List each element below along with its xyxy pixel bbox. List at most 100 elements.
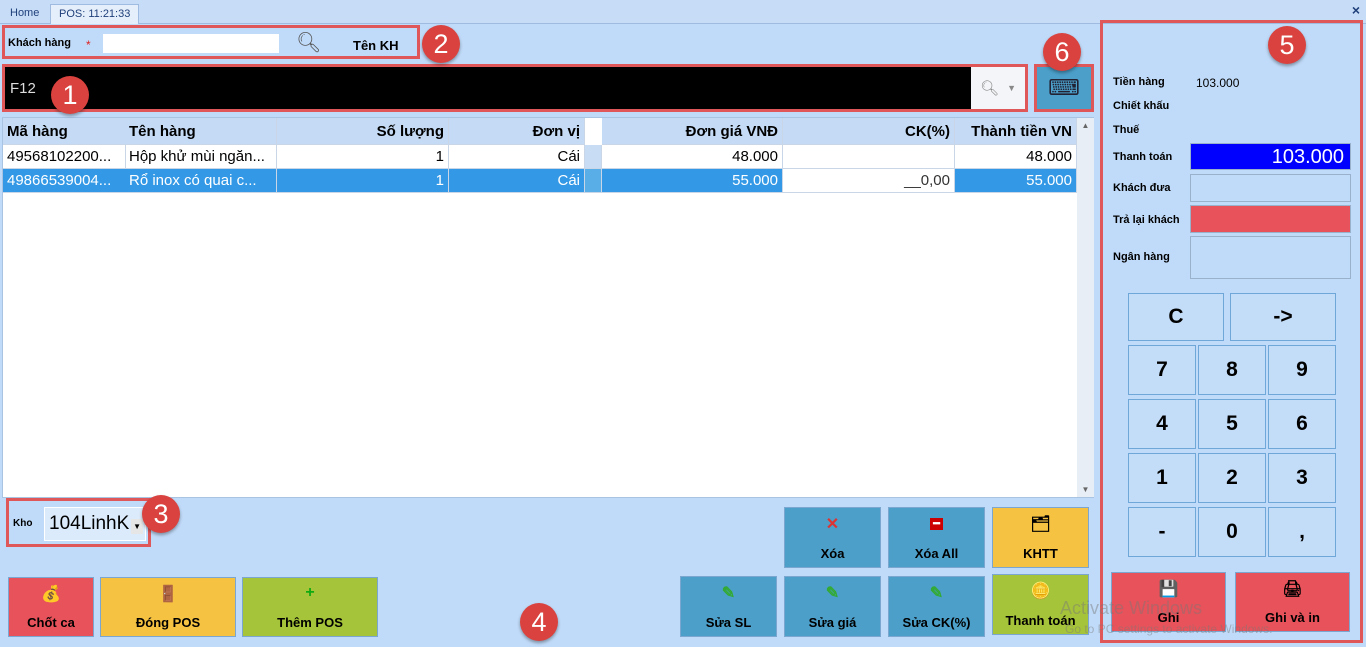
grid-scrollbar[interactable]: ▲ ▼ bbox=[1077, 118, 1094, 497]
close-icon[interactable]: × bbox=[1351, 2, 1360, 18]
thanh-toan-button[interactable]: 🪙 Thanh toán bbox=[992, 574, 1089, 635]
keypad-key[interactable]: 3 bbox=[1268, 453, 1336, 503]
barcode-input[interactable] bbox=[2, 64, 1028, 112]
grid-cell-qty: 1 bbox=[277, 145, 449, 169]
column-header[interactable]: Đơn giá VNĐ bbox=[602, 118, 783, 145]
keypad-key[interactable]: -> bbox=[1230, 293, 1336, 341]
warehouse-value: 104LinhK bbox=[49, 513, 130, 534]
keypad-key[interactable]: 6 bbox=[1268, 399, 1336, 449]
change-label: Trả lại khách bbox=[1113, 214, 1180, 226]
grid-cell-code: 49866539004... bbox=[3, 169, 126, 193]
coins-icon: 🪙 bbox=[1030, 583, 1051, 600]
dong-pos-button[interactable]: 🚪 Đóng POS bbox=[100, 577, 236, 637]
tab-home[interactable]: Home bbox=[10, 7, 40, 19]
column-header[interactable]: CK(%) bbox=[783, 118, 955, 145]
column-header[interactable]: Số lượng bbox=[277, 118, 449, 145]
button-label: Sửa SL bbox=[705, 615, 752, 630]
button-label: Xóa bbox=[820, 546, 845, 561]
keypad-key[interactable]: 5 bbox=[1198, 399, 1266, 449]
warehouse-select[interactable]: 104LinhK ▼ bbox=[44, 507, 146, 541]
grid-cell-price: 48.000 bbox=[602, 145, 783, 169]
column-header[interactable]: Tên hàng bbox=[125, 118, 277, 145]
pencil-icon: ✎ bbox=[721, 585, 736, 602]
search-icon[interactable]: 🔍︎ bbox=[296, 32, 322, 54]
plus-icon: + bbox=[305, 584, 315, 601]
button-label: Sửa giá bbox=[808, 615, 857, 630]
chevron-down-icon: ▼ bbox=[131, 519, 143, 534]
ghi-va-in-button[interactable]: 🖨 Ghi và in bbox=[1235, 572, 1350, 632]
grid-cell-spacer bbox=[585, 169, 602, 193]
keypad-key[interactable]: , bbox=[1268, 507, 1336, 557]
annotation-badge: 1 bbox=[51, 76, 89, 114]
money-bag-icon: 💰 bbox=[41, 586, 61, 603]
xoa-button[interactable]: ✕ Xóa bbox=[784, 507, 881, 568]
customer-card-icon: 🗂 bbox=[1030, 516, 1051, 533]
keyboard-icon: ⌨ bbox=[1048, 75, 1080, 100]
save-icon: 💾 bbox=[1158, 581, 1179, 598]
button-label: Xóa All bbox=[914, 546, 959, 561]
customer-section bbox=[2, 25, 420, 59]
customer-input[interactable] bbox=[103, 34, 279, 53]
annotation-badge: 5 bbox=[1268, 26, 1306, 64]
ghi-button[interactable]: 💾 Ghi bbox=[1111, 572, 1226, 632]
remove-all-icon: ━ bbox=[930, 514, 943, 532]
button-label: Ghi bbox=[1157, 610, 1180, 625]
pencil-icon: ✎ bbox=[929, 585, 944, 602]
column-header[interactable]: Đơn vị bbox=[449, 118, 585, 145]
search-dropdown-button[interactable]: 🔍︎ ▼ bbox=[971, 67, 1025, 109]
tab-pos[interactable]: POS: 11:21:33 bbox=[50, 4, 140, 24]
annotation-badge: 2 bbox=[422, 25, 460, 63]
cash-given-input[interactable] bbox=[1190, 174, 1351, 202]
button-label: Chốt ca bbox=[27, 615, 75, 630]
keypad-key[interactable]: 4 bbox=[1128, 399, 1196, 449]
chevron-down-icon: ▼ bbox=[1007, 83, 1016, 93]
bank-input[interactable] bbox=[1190, 236, 1351, 279]
grid-cell-ck[interactable] bbox=[783, 145, 955, 169]
warehouse-label: Kho bbox=[13, 518, 33, 529]
keypad-key[interactable]: 0 bbox=[1198, 507, 1266, 557]
delete-icon: ✕ bbox=[825, 516, 840, 533]
payment-label: Thanh toán bbox=[1113, 151, 1173, 163]
grid-cell-name: Hộp khử mùi ngăn... bbox=[125, 145, 277, 169]
grid-cell-price: 55.000 bbox=[602, 169, 783, 193]
button-label: Thêm POS bbox=[277, 615, 343, 630]
button-label: Sửa CK(%) bbox=[902, 615, 971, 630]
khtt-button[interactable]: 🗂 KHTT bbox=[992, 507, 1089, 568]
change-value bbox=[1190, 205, 1351, 233]
annotation-badge: 3 bbox=[142, 495, 180, 533]
chot-ca-button[interactable]: 💰 Chốt ca bbox=[8, 577, 94, 637]
exit-door-icon: 🚪 bbox=[158, 586, 178, 603]
column-header[interactable]: Thành tiền VN bbox=[955, 118, 1077, 145]
button-label: KHTT bbox=[1023, 546, 1058, 561]
pencil-icon: ✎ bbox=[825, 585, 840, 602]
column-header[interactable]: Mã hàng bbox=[3, 118, 126, 145]
grid-cell-unit: Cái bbox=[449, 169, 585, 193]
sua-sl-button[interactable]: ✎ Sửa SL bbox=[680, 576, 777, 637]
grid-cell-qty: 1 bbox=[277, 169, 449, 193]
tab-bar bbox=[0, 0, 1366, 24]
tax-label: Thuế bbox=[1113, 124, 1140, 136]
them-pos-button[interactable]: + Thêm POS bbox=[242, 577, 378, 637]
subtotal-value: 103.000 bbox=[1196, 76, 1240, 90]
xoa-all-button[interactable]: ━ Xóa All bbox=[888, 507, 985, 568]
keypad-key[interactable]: 1 bbox=[1128, 453, 1196, 503]
keypad-key[interactable]: - bbox=[1128, 507, 1196, 557]
grid-cell-total: 48.000 bbox=[955, 145, 1077, 169]
grid-cell-unit: Cái bbox=[449, 145, 585, 169]
sua-gia-button[interactable]: ✎ Sửa giá bbox=[784, 576, 881, 637]
button-label: Đóng POS bbox=[135, 615, 201, 630]
keypad-key[interactable]: 2 bbox=[1198, 453, 1266, 503]
keypad-key[interactable]: 8 bbox=[1198, 345, 1266, 395]
keyboard-button[interactable]: ⌨ bbox=[1034, 64, 1094, 112]
cash-given-label: Khách đưa bbox=[1113, 182, 1171, 194]
grid-cell-total: 55.000 bbox=[955, 169, 1077, 193]
annotation-badge: 6 bbox=[1043, 33, 1081, 71]
keypad-key[interactable]: 9 bbox=[1268, 345, 1336, 395]
grid-cell-name: Rổ inox có quai c... bbox=[125, 169, 277, 193]
required-marker: * bbox=[86, 38, 91, 52]
sua-ck-button[interactable]: ✎ Sửa CK(%) bbox=[888, 576, 985, 637]
grid-cell-ck[interactable]: __0,00 bbox=[783, 169, 955, 193]
keypad-key[interactable]: 7 bbox=[1128, 345, 1196, 395]
keypad-key[interactable]: C bbox=[1128, 293, 1224, 341]
search-icon: 🔍︎ bbox=[980, 80, 1000, 97]
